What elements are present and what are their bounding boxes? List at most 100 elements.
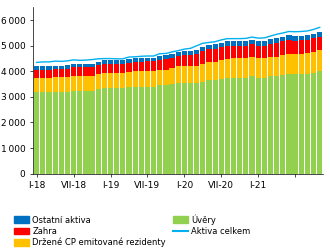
Bar: [292, 41, 298, 54]
Bar: [237, 46, 242, 58]
Bar: [120, 88, 125, 174]
Bar: [305, 40, 310, 54]
Bar: [243, 58, 248, 78]
Bar: [225, 41, 230, 46]
Bar: [40, 66, 46, 69]
Bar: [274, 38, 279, 43]
Bar: [40, 78, 46, 92]
Bar: [249, 40, 255, 44]
Bar: [126, 63, 132, 72]
Bar: [163, 85, 169, 174]
Aktiva celkem: [232, 37, 236, 40]
Bar: [47, 92, 51, 174]
Bar: [206, 49, 212, 62]
Bar: [286, 35, 292, 40]
Bar: [114, 64, 119, 73]
Aktiva celkem: [293, 30, 297, 33]
Bar: [151, 61, 156, 71]
Bar: [126, 87, 132, 174]
Aktiva celkem: [262, 36, 266, 39]
Bar: [213, 80, 218, 174]
Bar: [225, 46, 230, 59]
Bar: [151, 87, 156, 174]
Bar: [71, 64, 76, 67]
Bar: [262, 78, 267, 174]
Bar: [317, 50, 322, 71]
Aktiva celkem: [219, 38, 223, 41]
Bar: [47, 78, 51, 92]
Bar: [169, 84, 175, 174]
Bar: [299, 54, 304, 74]
Bar: [292, 54, 298, 74]
Aktiva celkem: [133, 55, 137, 58]
Bar: [65, 77, 70, 92]
Bar: [102, 73, 107, 88]
Bar: [182, 83, 187, 174]
Bar: [206, 80, 212, 174]
Aktiva celkem: [59, 60, 63, 63]
Bar: [305, 74, 310, 174]
Aktiva celkem: [312, 28, 315, 31]
Bar: [65, 65, 70, 69]
Bar: [286, 54, 292, 74]
Bar: [133, 87, 138, 174]
Bar: [83, 76, 88, 91]
Aktiva celkem: [269, 34, 273, 37]
Aktiva celkem: [47, 61, 51, 63]
Bar: [299, 74, 304, 174]
Aktiva celkem: [146, 55, 149, 58]
Bar: [151, 58, 156, 61]
Aktiva celkem: [158, 52, 162, 55]
Bar: [249, 57, 255, 76]
Aktiva celkem: [318, 26, 322, 29]
Legend: Ostatní aktiva, Zahra, Držené CP emitované rezidenty, Úvěry, Aktiva celkem: Ostatní aktiva, Zahra, Držené CP emitova…: [14, 214, 250, 248]
Bar: [77, 91, 82, 174]
Bar: [213, 44, 218, 49]
Bar: [255, 41, 261, 46]
Bar: [108, 88, 113, 174]
Bar: [102, 88, 107, 174]
Line: Aktiva celkem: Aktiva celkem: [37, 27, 320, 62]
Aktiva celkem: [53, 60, 57, 62]
Aktiva celkem: [250, 36, 254, 39]
Bar: [157, 85, 162, 174]
Bar: [317, 71, 322, 174]
Bar: [225, 59, 230, 78]
Aktiva celkem: [201, 42, 205, 45]
Bar: [96, 65, 101, 74]
Aktiva celkem: [115, 57, 119, 60]
Bar: [65, 69, 70, 77]
Bar: [305, 35, 310, 40]
Bar: [268, 57, 273, 76]
Bar: [219, 60, 224, 79]
Bar: [305, 54, 310, 74]
Aktiva celkem: [306, 30, 310, 32]
Aktiva celkem: [182, 48, 186, 51]
Bar: [83, 91, 88, 174]
Aktiva celkem: [72, 58, 76, 61]
Bar: [71, 67, 76, 76]
Bar: [169, 54, 175, 58]
Aktiva celkem: [78, 59, 82, 62]
Bar: [311, 52, 316, 73]
Bar: [108, 60, 113, 64]
Bar: [274, 57, 279, 76]
Bar: [262, 46, 267, 58]
Bar: [176, 66, 181, 83]
Bar: [225, 78, 230, 174]
Aktiva celkem: [299, 30, 303, 33]
Bar: [231, 58, 236, 78]
Bar: [71, 91, 76, 174]
Aktiva celkem: [176, 49, 180, 52]
Bar: [262, 41, 267, 46]
Bar: [213, 62, 218, 80]
Aktiva celkem: [213, 40, 217, 43]
Bar: [188, 51, 193, 55]
Bar: [206, 45, 212, 49]
Bar: [71, 76, 76, 91]
Bar: [274, 43, 279, 57]
Bar: [182, 55, 187, 66]
Bar: [102, 64, 107, 73]
Bar: [243, 46, 248, 58]
Bar: [200, 82, 205, 174]
